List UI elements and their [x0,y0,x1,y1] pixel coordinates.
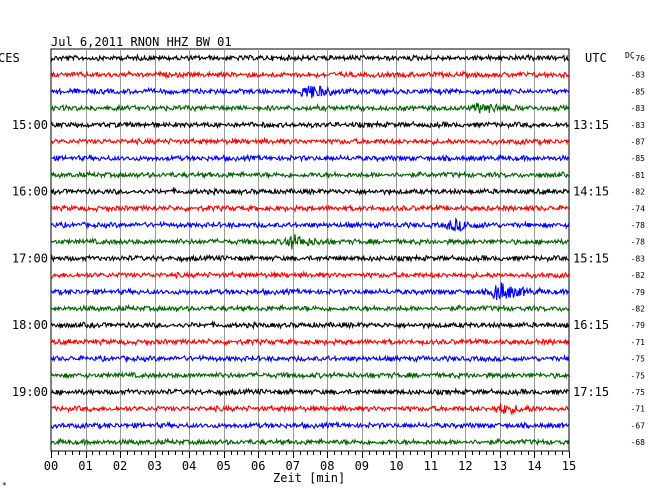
seismic-trace [50,186,570,197]
dc-header: DC [625,51,635,60]
seismic-trace [50,136,570,146]
right-time-label: 15:15 [573,251,609,265]
grid-lines [50,48,570,452]
x-tick-label: 07 [286,459,300,473]
seismic-trace [50,119,570,130]
seismic-trace [50,437,570,447]
x-tick-label: 12 [458,459,472,473]
chart-title: Jul 6,2011 RNON HHZ BW 01 [51,35,232,49]
seismic-trace [50,337,570,347]
seismic-trace [50,102,570,114]
seismic-trace [50,85,570,99]
dc-offset-value: -75 [631,371,646,380]
seismic-trace [50,420,570,430]
seismic-trace [50,217,570,233]
dc-offset-value: -78 [631,221,646,230]
dc-offset-value: -85 [631,154,646,163]
right-time-label: 13:15 [573,118,609,132]
x-tick-label: 06 [251,459,265,473]
dc-offset-value: -68 [631,438,646,447]
seismic-trace [50,253,570,264]
dc-offset-value: -82 [631,305,646,314]
dc-offset-value: -85 [631,87,646,96]
x-tick-label: 13 [493,459,507,473]
seismic-trace [50,320,570,330]
right-timezone-label: UTC [585,51,607,65]
left-time-label: 16:00 [12,185,48,199]
seismic-trace [50,403,569,416]
dc-offset-value: -83 [631,254,646,263]
x-axis: 00 01 02 03 04 05 06 07 08 09 10 11 12 13 14 15 [44,451,576,473]
dc-offset-value: -83 [631,121,646,130]
x-tick-label: 00 [44,459,58,473]
dc-offset-value: -67 [631,421,646,430]
dc-offset-value: -82 [631,271,646,280]
dc-offset-value: -82 [631,188,646,197]
corner-mark: * [2,481,7,490]
x-tick-label: 15 [562,459,576,473]
dc-offset-value: -71 [631,338,646,347]
seismic-trace [50,203,569,213]
plot-frame [50,48,570,452]
x-tick-label: 03 [147,459,161,473]
dc-offset-value: -74 [631,204,646,213]
dc-offset-value: -79 [631,321,646,330]
x-tick-label: 09 [355,459,369,473]
x-tick-label: 14 [527,459,541,473]
left-time-labels: 15:00 16:00 17:00 18:00 19:00 [12,118,48,399]
seismic-trace [50,53,569,63]
x-tick-label: 04 [182,459,196,473]
right-time-label: 14:15 [573,185,609,199]
dc-offset-value: -83 [631,104,646,113]
seismic-trace [51,282,569,301]
dc-offset-value: -81 [631,171,646,180]
dc-offset-labels: -76 -83 -85 -83 -83 -87 -85 -81 -82 -74 -78 -78 -83 -… [631,54,646,447]
dc-offset-value: -83 [631,71,646,80]
seismic-trace [50,170,570,180]
x-tick-label: 01 [78,459,92,473]
seismic-trace [51,153,570,163]
left-time-label: 15:00 [12,118,48,132]
x-tick-label: 08 [320,459,334,473]
dc-offset-value: -87 [631,138,646,147]
seismic-trace [50,69,570,80]
x-tick-label: 02 [113,459,127,473]
dc-offset-value: -76 [631,54,646,63]
dc-offset-value: -75 [631,388,646,397]
seismic-trace [50,353,570,364]
x-tick-label: 11 [424,459,438,473]
seismic-trace [50,270,570,280]
left-time-label: 17:00 [12,251,48,265]
seismic-trace [50,370,570,381]
seismic-trace [50,234,570,250]
dc-offset-value: -78 [631,238,646,247]
right-time-label: 17:15 [573,385,609,399]
x-tick-label: 10 [389,459,403,473]
dc-offset-value: -75 [631,355,646,364]
left-timezone-label: CES [0,51,20,65]
seismic-trace [50,303,570,313]
x-axis-label: Zeit [min] [273,471,345,485]
x-tick-label: 05 [216,459,230,473]
dc-offset-value: -71 [631,405,646,414]
dc-offset-value: -79 [631,288,646,297]
trace-group [50,53,570,447]
seismic-trace [50,387,569,397]
left-time-label: 18:00 [12,318,48,332]
left-time-label: 19:00 [12,385,48,399]
right-time-label: 16:15 [573,318,609,332]
right-time-labels: 13:15 14:15 15:15 16:15 17:15 [573,118,609,399]
